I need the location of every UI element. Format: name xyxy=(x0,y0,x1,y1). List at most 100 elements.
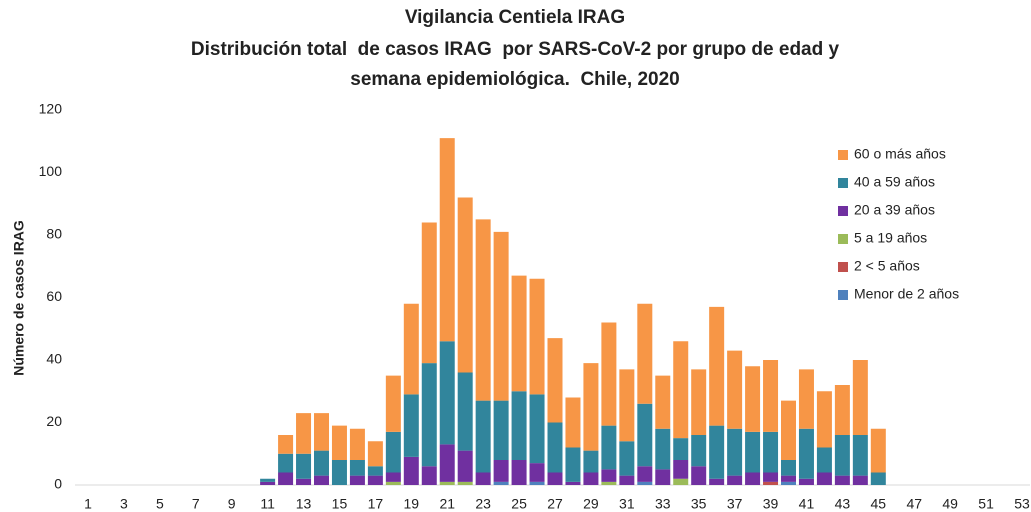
bar-segment xyxy=(655,375,671,429)
legend-swatch xyxy=(838,262,848,272)
bar-segment xyxy=(314,475,329,485)
bar-segment xyxy=(619,441,635,476)
bar-segment xyxy=(439,341,455,445)
bar-segment xyxy=(870,472,886,485)
bar-segment xyxy=(349,428,365,460)
bar-segment xyxy=(870,428,886,473)
bar-segment xyxy=(691,466,707,485)
x-tick-label: 9 xyxy=(228,496,236,512)
bar-segment xyxy=(637,466,653,482)
bar-segment xyxy=(781,400,796,460)
bar-segment xyxy=(529,278,545,395)
x-tick-label: 3 xyxy=(120,496,128,512)
bar-segment xyxy=(296,413,312,454)
bar-segment xyxy=(278,472,294,485)
bar-segment xyxy=(709,306,725,426)
bar-segment xyxy=(403,456,419,485)
y-tick-label: 60 xyxy=(46,288,62,304)
bar-segment xyxy=(673,478,689,485)
bar-segment xyxy=(367,441,383,467)
bar-segment xyxy=(745,366,761,432)
bar-segment xyxy=(529,394,545,464)
bar-segment xyxy=(673,341,689,439)
bar-segment xyxy=(439,138,455,342)
bar-segment xyxy=(511,391,527,460)
bar-segment xyxy=(367,475,383,485)
bar-segment xyxy=(565,481,581,485)
bar-segment xyxy=(781,475,796,482)
bar-segment xyxy=(260,478,276,482)
bar-segment xyxy=(349,460,365,476)
x-tick-label: 21 xyxy=(439,496,455,512)
bar-segment xyxy=(493,460,509,482)
bar-segment xyxy=(314,413,329,451)
legend-label: 20 a 39 años xyxy=(854,202,935,218)
legend-swatch xyxy=(838,234,848,244)
bar-segment xyxy=(475,400,491,473)
x-tick-label: 29 xyxy=(583,496,599,512)
chart-title: Distribución total de casos IRAG por SAR… xyxy=(191,39,840,60)
bar-segment xyxy=(727,350,743,429)
bar-segment xyxy=(565,447,581,482)
bar-segment xyxy=(619,369,635,442)
y-tick-label: 0 xyxy=(54,476,62,492)
bar-segment xyxy=(367,466,383,476)
bar-segment xyxy=(798,369,814,429)
bar-segment xyxy=(457,481,473,485)
bar-segment xyxy=(493,481,509,485)
bar-segment xyxy=(439,444,455,482)
bar-segment xyxy=(691,435,707,467)
bar-segment xyxy=(296,453,312,479)
x-tick-label: 31 xyxy=(619,496,635,512)
bar-segment xyxy=(439,481,455,485)
bar-segment xyxy=(296,478,312,485)
x-tick-label: 43 xyxy=(835,496,851,512)
bar-segment xyxy=(655,428,671,470)
bar-segment xyxy=(583,363,599,451)
bar-segment xyxy=(745,472,761,485)
y-tick-label: 20 xyxy=(46,413,62,429)
bar-segment xyxy=(421,222,437,364)
bar-segment xyxy=(852,435,868,476)
bar-segment xyxy=(727,475,743,485)
bar-segment xyxy=(781,460,796,476)
y-tick-label: 80 xyxy=(46,226,62,242)
bar-segment xyxy=(583,450,599,473)
bar-segment xyxy=(763,481,779,485)
bar-segment xyxy=(278,453,294,473)
bar-segment xyxy=(637,303,653,404)
bar-segment xyxy=(601,425,617,470)
bar-segment xyxy=(691,369,707,435)
bar-segment xyxy=(331,425,347,460)
y-tick-label: 120 xyxy=(39,101,63,117)
legend-label: 40 a 59 años xyxy=(854,174,935,190)
x-tick-label: 53 xyxy=(1014,496,1030,512)
bar-segment xyxy=(457,450,473,482)
bar-segment xyxy=(798,478,814,485)
x-tick-label: 47 xyxy=(906,496,922,512)
bar-segment xyxy=(260,481,276,485)
bar-segment xyxy=(278,435,294,454)
x-tick-label: 41 xyxy=(799,496,815,512)
bar-segment xyxy=(834,435,850,476)
x-tick-label: 23 xyxy=(475,496,491,512)
bar-segment xyxy=(763,360,779,432)
x-tick-label: 33 xyxy=(655,496,671,512)
bar-segment xyxy=(475,472,491,485)
x-tick-label: 49 xyxy=(942,496,958,512)
x-tick-label: 25 xyxy=(511,496,527,512)
x-tick-label: 13 xyxy=(296,496,312,512)
bar-segment xyxy=(727,428,743,476)
y-tick-label: 40 xyxy=(46,351,62,367)
bar-segment xyxy=(834,475,850,485)
bar-segment xyxy=(637,481,653,485)
bar-segment xyxy=(601,481,617,485)
x-tick-label: 51 xyxy=(978,496,994,512)
bar-segment xyxy=(619,475,635,485)
chart-title: semana epidemiológica. Chile, 2020 xyxy=(350,69,679,90)
y-tick-label: 100 xyxy=(39,163,63,179)
legend-label: Menor de 2 años xyxy=(854,286,959,302)
x-tick-label: 35 xyxy=(691,496,707,512)
bar-segment xyxy=(834,385,850,435)
